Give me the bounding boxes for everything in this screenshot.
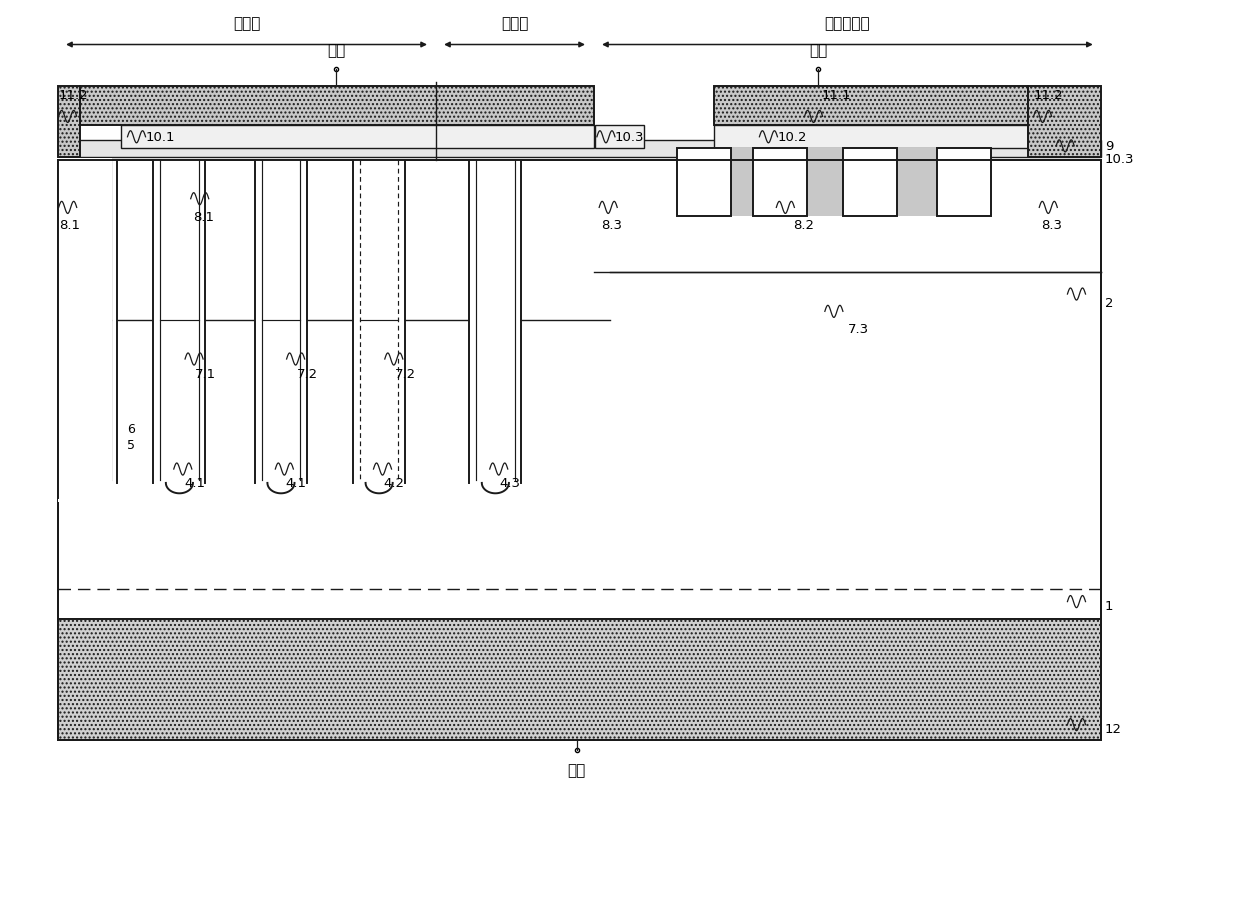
Bar	[57, 160, 1101, 741]
Text: 2: 2	[1105, 297, 1114, 310]
Bar	[1028, 87, 1101, 158]
Text: 4.3: 4.3	[500, 476, 521, 490]
Text: 10.1: 10.1	[145, 131, 175, 144]
Text: 6: 6	[128, 423, 135, 435]
Text: 11.2: 11.2	[58, 89, 88, 102]
Text: 11.2: 11.2	[1034, 89, 1063, 102]
Bar	[66, 160, 118, 494]
Text: 4.1: 4.1	[184, 476, 205, 490]
Bar	[732, 149, 753, 217]
Bar	[81, 87, 594, 126]
Text: 8.1: 8.1	[58, 219, 79, 232]
Bar	[1028, 126, 1073, 149]
Text: 10.2: 10.2	[777, 131, 807, 144]
Text: 8.2: 8.2	[794, 219, 815, 232]
Text: 7.1: 7.1	[195, 368, 216, 381]
Text: 5: 5	[128, 439, 135, 452]
Bar	[57, 159, 112, 503]
Bar	[843, 149, 897, 217]
Bar	[255, 160, 308, 494]
Text: 源极: 源极	[327, 44, 346, 58]
Text: 7.2: 7.2	[394, 368, 417, 381]
Bar	[714, 87, 1028, 126]
Bar	[154, 160, 206, 494]
Text: 10.3: 10.3	[615, 131, 645, 144]
Text: 4.1: 4.1	[285, 476, 306, 490]
Text: 8.3: 8.3	[1042, 219, 1063, 232]
Text: 10.3: 10.3	[1105, 153, 1135, 166]
Text: 漏极: 漏极	[568, 762, 585, 777]
Text: 8.3: 8.3	[601, 219, 622, 232]
Bar	[57, 87, 81, 158]
Bar	[57, 140, 1101, 158]
Bar	[677, 149, 732, 217]
Bar	[807, 149, 843, 217]
Bar	[753, 149, 807, 217]
Text: 稳压二极管: 稳压二极管	[825, 15, 870, 31]
Bar	[353, 160, 405, 494]
Text: 7.2: 7.2	[296, 368, 317, 381]
Bar	[714, 126, 1028, 149]
Text: 8.1: 8.1	[193, 210, 215, 223]
Text: 9: 9	[1105, 139, 1114, 152]
Text: 栅极: 栅极	[808, 44, 827, 58]
Bar	[470, 160, 521, 494]
Text: 终端区: 终端区	[501, 15, 528, 31]
Bar	[120, 126, 594, 149]
Bar	[57, 619, 1101, 741]
Text: 元胞区: 元胞区	[233, 15, 260, 31]
Bar	[57, 126, 81, 154]
Text: 1: 1	[1105, 599, 1114, 613]
Text: 12: 12	[1105, 722, 1122, 735]
Text: 7.3: 7.3	[847, 322, 868, 336]
Text: 4.2: 4.2	[383, 476, 404, 490]
Bar	[595, 126, 645, 149]
Text: 11.1: 11.1	[821, 89, 851, 102]
Bar	[57, 619, 1101, 701]
Bar	[936, 149, 991, 217]
Bar	[897, 149, 936, 217]
